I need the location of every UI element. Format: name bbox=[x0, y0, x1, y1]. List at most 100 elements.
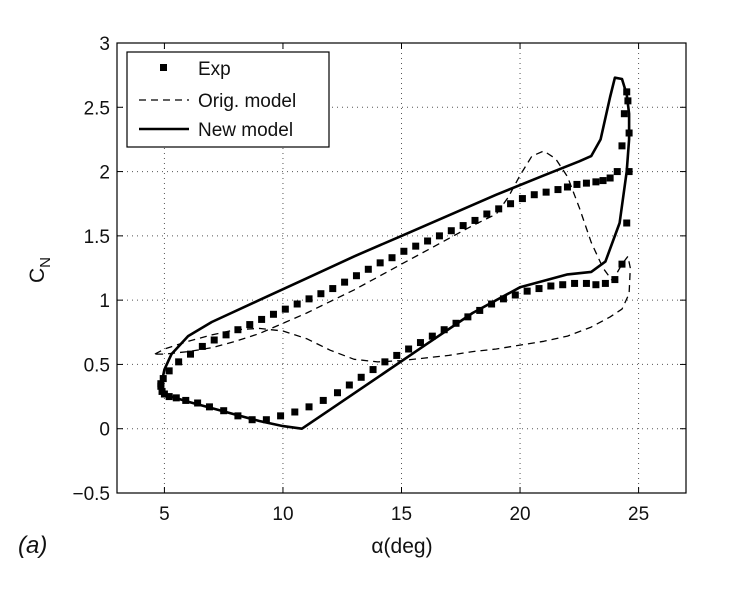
x-tick-label: 5 bbox=[159, 504, 170, 525]
exp-point bbox=[369, 366, 377, 374]
exp-point bbox=[352, 272, 360, 280]
exp-point bbox=[412, 242, 420, 250]
exp-point bbox=[305, 403, 313, 411]
exp-point bbox=[499, 295, 507, 303]
y-tick-label: −0.5 bbox=[72, 484, 110, 505]
exp-point bbox=[357, 373, 365, 381]
exp-point bbox=[333, 389, 341, 397]
exp-point bbox=[623, 219, 631, 227]
exp-point bbox=[518, 195, 526, 203]
axis-ticks: 5 10 15 20 25 −0.5 0 0.5 1 1.5 2 2.5 3 bbox=[72, 34, 686, 525]
x-axis-title: α(deg) bbox=[371, 535, 432, 558]
exp-point bbox=[246, 321, 254, 329]
exp-point bbox=[165, 367, 173, 375]
exp-point bbox=[388, 254, 396, 262]
exp-point bbox=[305, 295, 313, 303]
exp-point bbox=[495, 205, 503, 213]
exp-point bbox=[291, 408, 299, 416]
exp-point bbox=[400, 247, 408, 255]
exp-point bbox=[440, 326, 448, 334]
exp-point bbox=[416, 339, 424, 347]
exp-point bbox=[381, 358, 389, 366]
exp-point bbox=[222, 331, 230, 339]
exp-point bbox=[582, 279, 590, 287]
exp-point bbox=[613, 168, 621, 176]
series-line-orig-model bbox=[154, 150, 631, 363]
x-tick-label: 10 bbox=[272, 504, 293, 525]
exp-point bbox=[582, 179, 590, 187]
exp-point bbox=[471, 216, 479, 224]
exp-point bbox=[329, 285, 337, 293]
exp-point bbox=[523, 287, 531, 295]
y-axis-title-main: C bbox=[26, 268, 49, 283]
series-layer bbox=[154, 76, 633, 431]
exp-point bbox=[554, 186, 562, 194]
exp-point bbox=[592, 281, 600, 289]
exp-point bbox=[611, 276, 619, 284]
exp-point bbox=[542, 188, 550, 196]
exp-point bbox=[277, 412, 285, 420]
exp-point bbox=[507, 200, 515, 208]
exp-point bbox=[606, 174, 614, 182]
exp-point bbox=[435, 232, 443, 240]
exp-point bbox=[530, 191, 538, 199]
exp-point bbox=[625, 168, 633, 176]
exp-point bbox=[618, 142, 626, 150]
exp-point bbox=[393, 351, 401, 359]
exp-point bbox=[175, 358, 183, 366]
exp-point bbox=[511, 291, 519, 299]
legend-label-exp: Exp bbox=[198, 59, 231, 80]
exp-point bbox=[341, 278, 349, 286]
y-tick-label: 2 bbox=[99, 163, 110, 184]
exp-point bbox=[618, 260, 626, 268]
exp-point bbox=[547, 282, 555, 290]
exp-point bbox=[601, 279, 609, 287]
exp-point bbox=[293, 300, 301, 308]
exp-point bbox=[559, 281, 567, 289]
y-tick-label: 1.5 bbox=[84, 227, 110, 248]
y-axis-title-subscript: N bbox=[37, 257, 54, 268]
exp-point bbox=[364, 265, 372, 273]
x-tick-label: 25 bbox=[628, 504, 649, 525]
exp-point bbox=[269, 310, 277, 318]
legend-marker-exp bbox=[160, 64, 167, 71]
exp-point bbox=[447, 227, 455, 235]
y-tick-label: 1 bbox=[99, 291, 110, 312]
exp-point bbox=[210, 336, 218, 344]
y-tick-label: 0.5 bbox=[84, 355, 110, 376]
exp-point bbox=[599, 177, 607, 185]
exp-point bbox=[428, 332, 436, 340]
exp-point bbox=[376, 259, 384, 267]
exp-point bbox=[281, 305, 289, 313]
exp-point bbox=[319, 396, 327, 404]
y-tick-label: 3 bbox=[99, 34, 110, 55]
legend: Exp Orig. model New model bbox=[126, 51, 330, 148]
exp-point bbox=[186, 350, 194, 358]
legend-label-orig-model: Orig. model bbox=[198, 91, 296, 112]
y-axis-title-group: CN bbox=[26, 257, 54, 283]
y-tick-label: 0 bbox=[99, 420, 110, 441]
exp-point bbox=[198, 342, 206, 350]
exp-point bbox=[459, 222, 467, 230]
exp-point bbox=[483, 210, 491, 218]
series-line-new-model bbox=[159, 76, 631, 431]
exp-point bbox=[317, 290, 325, 298]
exp-point bbox=[424, 237, 432, 245]
x-tick-label: 15 bbox=[391, 504, 412, 525]
panel-label: (a) bbox=[18, 532, 47, 559]
y-tick-label: 2.5 bbox=[84, 98, 110, 119]
exp-point bbox=[573, 180, 581, 188]
x-tick-label: 20 bbox=[509, 504, 530, 525]
legend-label-new-model: New model bbox=[198, 120, 293, 141]
exp-point bbox=[262, 416, 270, 424]
exp-point bbox=[345, 381, 353, 389]
exp-point bbox=[571, 279, 579, 287]
exp-point bbox=[535, 285, 543, 293]
exp-point bbox=[620, 110, 628, 118]
y-axis-title: CN bbox=[26, 257, 54, 283]
exp-point bbox=[405, 345, 413, 353]
exp-point bbox=[258, 315, 266, 323]
exp-point bbox=[563, 183, 571, 191]
exp-point bbox=[592, 178, 600, 186]
